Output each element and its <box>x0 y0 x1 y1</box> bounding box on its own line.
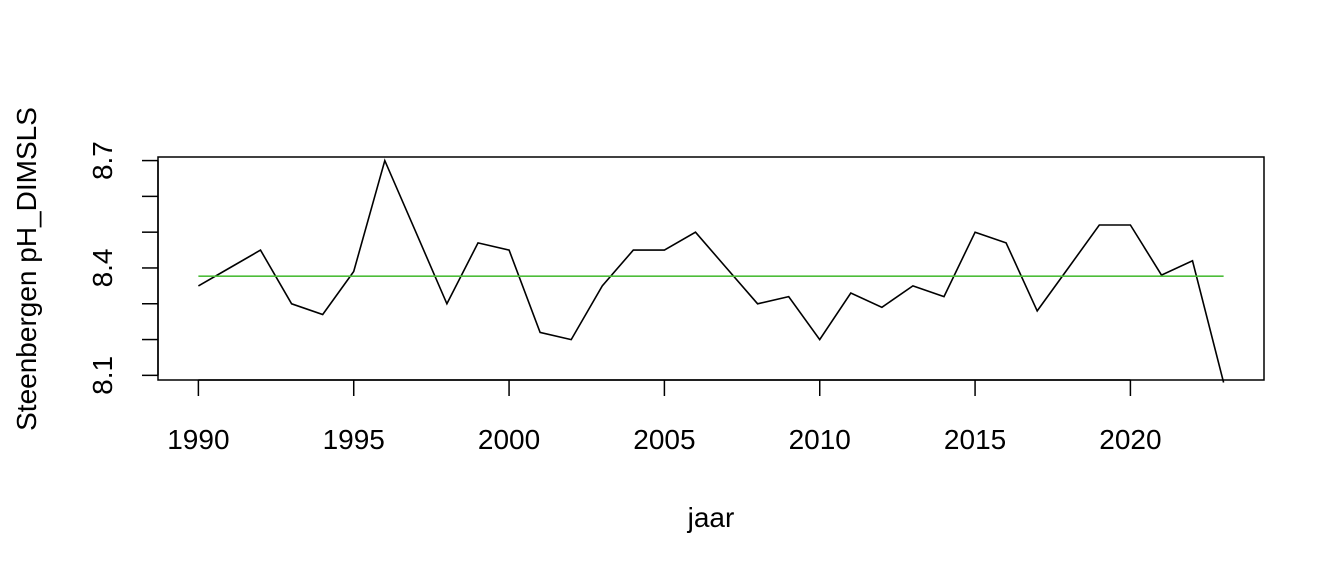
x-tick-label: 1995 <box>323 424 385 455</box>
plot-frame <box>157 156 1265 381</box>
y-axis: 8.1 8.4 8.7 <box>87 141 159 395</box>
x-tick-label: 2005 <box>633 424 695 455</box>
series-layer <box>198 158 1225 383</box>
y-tick-label: 8.7 <box>87 141 118 180</box>
x-tick-label: 2000 <box>478 424 540 455</box>
x-axis-title: jaar <box>687 502 735 533</box>
x-tick-label: 1990 <box>167 424 229 455</box>
x-tick-label: 2020 <box>1099 424 1161 455</box>
series-line <box>198 158 1225 383</box>
x-tick-label: 2010 <box>789 424 851 455</box>
x-axis: 1990 1995 2000 2005 2010 2015 2020 <box>167 379 1162 455</box>
x-tick-label: 2015 <box>944 424 1006 455</box>
y-tick-label: 8.4 <box>87 248 118 287</box>
y-axis-title: Steenbergen pH_DIMSLS <box>11 107 42 431</box>
y-tick-label: 8.1 <box>87 356 118 395</box>
